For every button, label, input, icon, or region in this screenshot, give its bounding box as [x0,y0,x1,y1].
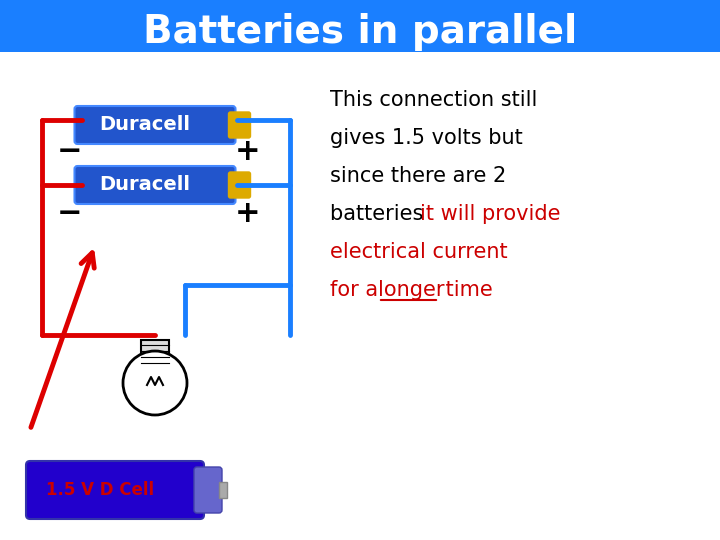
Text: +: + [235,199,261,227]
Text: it will provide: it will provide [420,204,560,224]
FancyBboxPatch shape [0,0,720,52]
Text: for a: for a [330,280,384,300]
Text: Duracell: Duracell [99,176,191,194]
FancyBboxPatch shape [74,106,235,144]
FancyBboxPatch shape [194,467,222,513]
Text: longer: longer [378,280,444,300]
FancyBboxPatch shape [26,461,204,519]
Text: +: + [235,138,261,166]
Bar [219,482,227,498]
FancyBboxPatch shape [228,172,251,198]
Text: batteries: batteries [330,204,430,224]
FancyBboxPatch shape [74,166,235,204]
Text: Duracell: Duracell [99,116,191,134]
Circle shape [123,351,187,415]
Text: This connection still: This connection still [330,90,537,110]
Text: gives 1.5 volts but: gives 1.5 volts but [330,128,523,148]
Text: −: − [58,199,83,227]
Text: −: − [58,138,83,166]
Text: electrical current: electrical current [330,242,508,262]
Text: 1.5 V D Cell: 1.5 V D Cell [46,481,154,499]
Bar [141,340,169,370]
FancyBboxPatch shape [228,112,251,138]
Text: since there are 2: since there are 2 [330,166,506,186]
Text: time: time [439,280,492,300]
Text: Batteries in parallel: Batteries in parallel [143,13,577,51]
